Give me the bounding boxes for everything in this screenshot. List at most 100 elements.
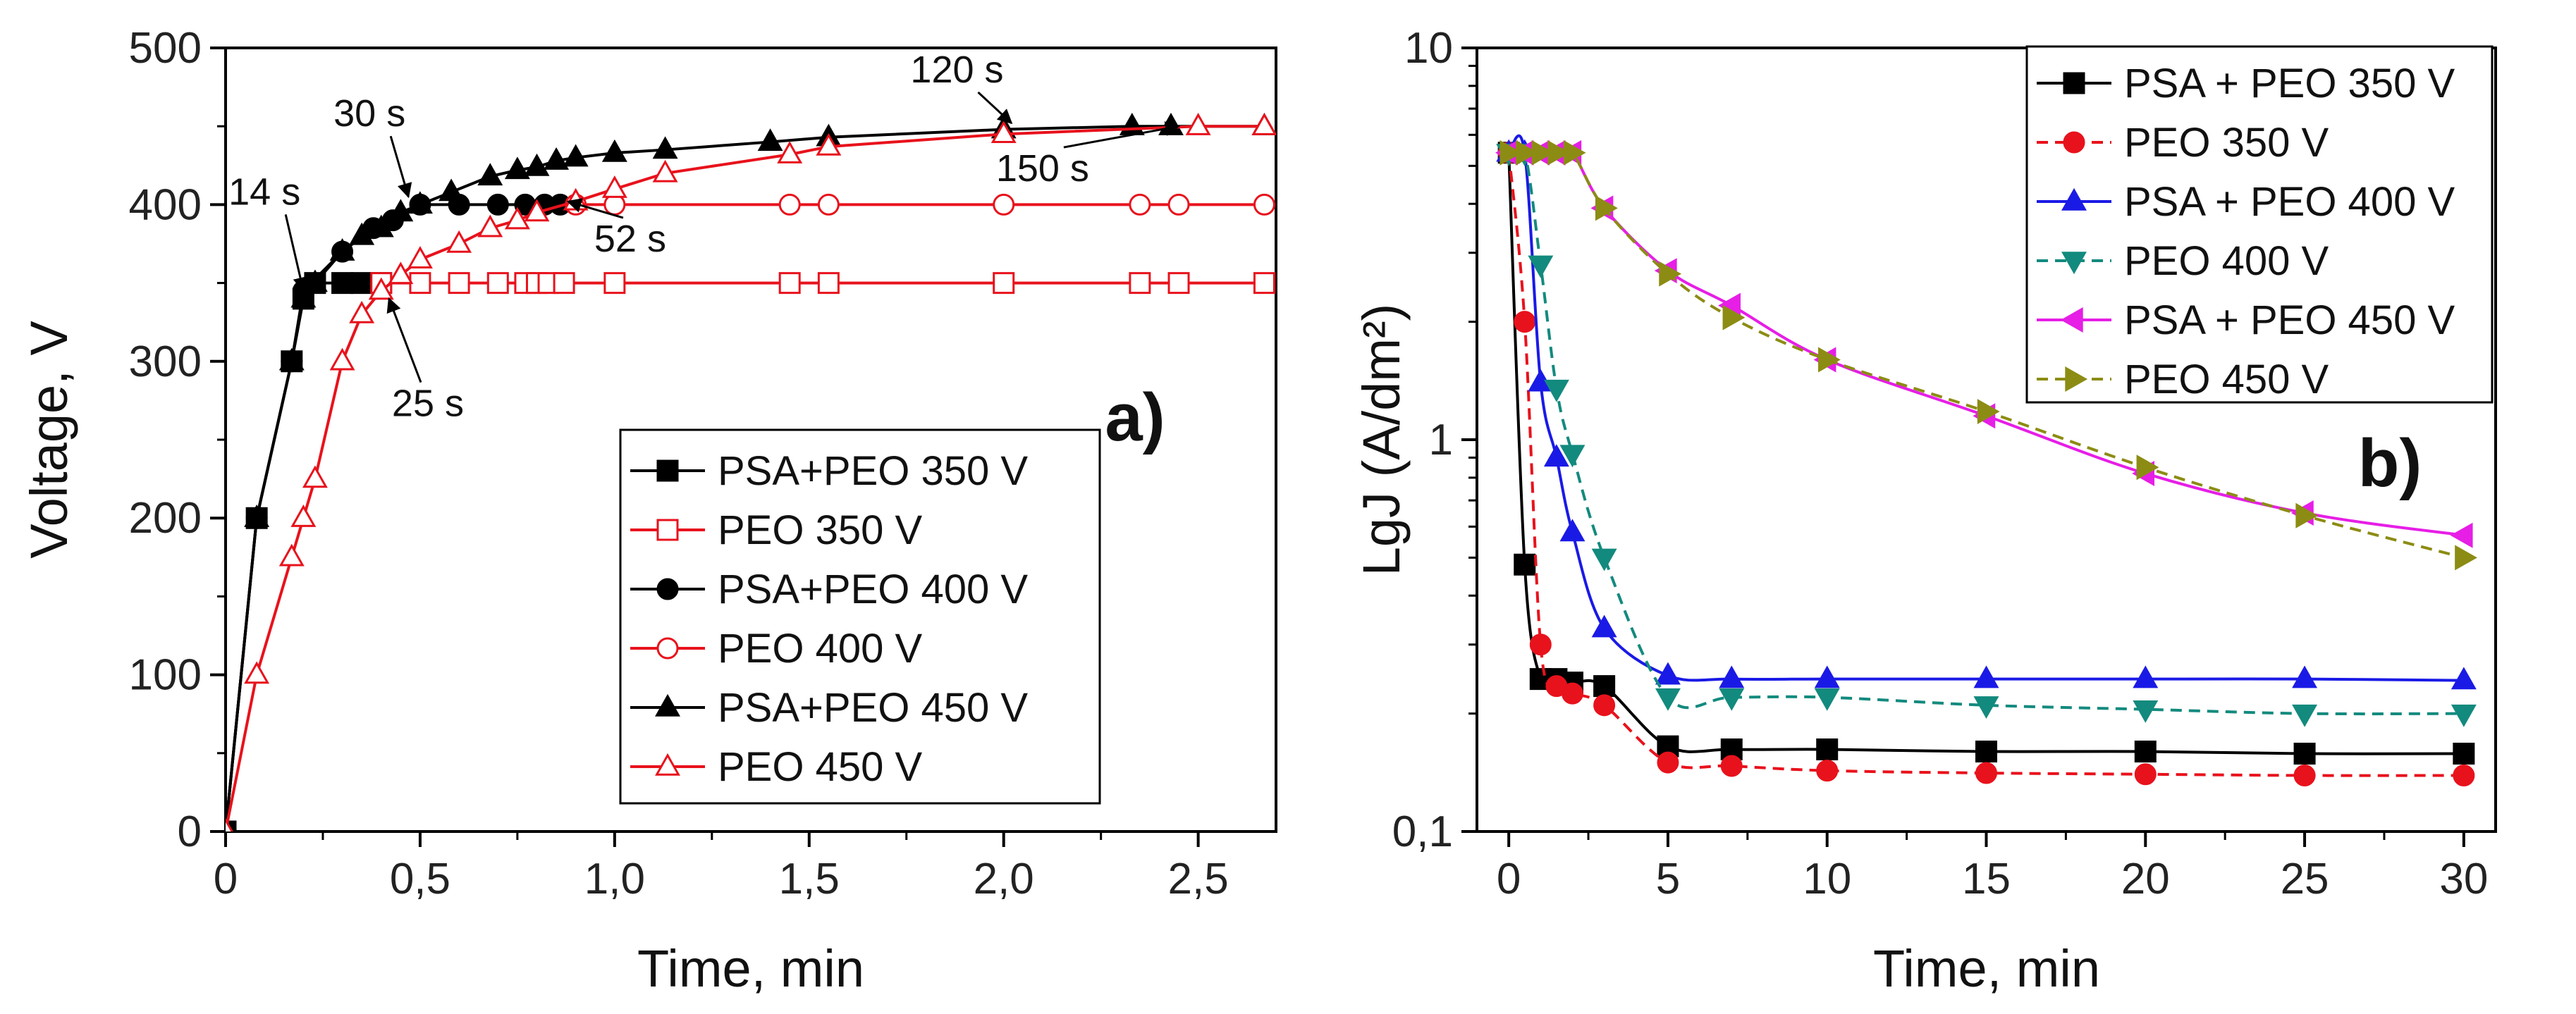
data-point bbox=[477, 214, 503, 237]
data-point bbox=[1975, 741, 1997, 763]
data-point bbox=[1563, 140, 1586, 166]
legend-label: PSA + PEO 350 V bbox=[2124, 61, 2455, 106]
data-point bbox=[2455, 545, 2477, 571]
data-point bbox=[1657, 735, 1679, 758]
data-point bbox=[446, 230, 472, 253]
series-peo-450-v bbox=[226, 113, 1276, 831]
x-tick-label: 2,5 bbox=[1168, 855, 1229, 903]
data-point bbox=[278, 347, 305, 371]
legend-label: PEO 400 V bbox=[718, 626, 922, 672]
data-point bbox=[993, 193, 1015, 216]
annotation-label: 120 s bbox=[910, 49, 1003, 91]
data-point bbox=[1514, 553, 1536, 576]
data-point bbox=[2136, 455, 2159, 481]
annotation-arrow bbox=[566, 198, 624, 219]
data-point bbox=[1655, 688, 1681, 711]
data-point bbox=[302, 465, 328, 488]
x-tick-label: 20 bbox=[2121, 855, 2170, 903]
annotation-arrow bbox=[389, 135, 412, 199]
legend-label: PEO 450 V bbox=[2124, 357, 2329, 402]
annotation-arrow bbox=[284, 214, 308, 292]
y-tick-label: 300 bbox=[129, 338, 202, 386]
legend: PSA + PEO 350 V PEO 350 V PSA + PEO 400 V P… bbox=[2025, 45, 2494, 404]
data-point bbox=[329, 347, 355, 371]
data-point bbox=[1251, 113, 1276, 135]
data-point bbox=[1253, 272, 1275, 295]
data-point bbox=[652, 136, 678, 159]
x-tick-label: 1,0 bbox=[584, 855, 645, 903]
data-point bbox=[1516, 140, 1538, 166]
annotation-arrow bbox=[1063, 121, 1181, 149]
data-point bbox=[407, 191, 433, 214]
y-tick-label: 100 bbox=[129, 651, 202, 700]
data-point bbox=[1559, 519, 1586, 542]
x-tick-label: 25 bbox=[2281, 855, 2329, 903]
data-point bbox=[1816, 760, 1839, 782]
data-point bbox=[777, 141, 803, 163]
legend-marker bbox=[2063, 72, 2085, 94]
y-tick-label: 0 bbox=[178, 808, 202, 856]
data-point bbox=[1720, 755, 1743, 777]
data-point bbox=[563, 144, 589, 167]
x-tick-label: 0 bbox=[1497, 855, 1521, 903]
series-line bbox=[226, 125, 1265, 831]
panel-label: b) bbox=[2358, 426, 2422, 501]
data-point bbox=[477, 163, 503, 186]
data-point bbox=[1129, 272, 1151, 295]
x-tick-label: 1,5 bbox=[779, 855, 840, 903]
data-point bbox=[407, 246, 433, 268]
data-point bbox=[778, 272, 801, 295]
data-point bbox=[524, 199, 550, 222]
data-point bbox=[368, 214, 394, 237]
x-axis-title: Time, min bbox=[1873, 939, 2100, 998]
data-point bbox=[601, 139, 627, 162]
data-point bbox=[1528, 255, 1554, 278]
data-point bbox=[1593, 694, 1616, 717]
data-point bbox=[349, 300, 375, 323]
data-point bbox=[1657, 751, 1679, 774]
data-point bbox=[1591, 548, 1617, 571]
data-point bbox=[1167, 272, 1190, 295]
data-point bbox=[302, 269, 328, 292]
x-tick-label: 10 bbox=[1803, 855, 1851, 903]
data-point bbox=[2451, 667, 2477, 690]
data-point bbox=[993, 272, 1015, 295]
legend-label: PEO 350 V bbox=[2124, 120, 2329, 166]
series-line bbox=[1508, 143, 2464, 716]
legend-label: PSA + PEO 400 V bbox=[2124, 179, 2455, 225]
y-tick-label: 10 bbox=[1404, 24, 1453, 73]
data-point bbox=[2133, 700, 2159, 723]
data-point bbox=[329, 237, 355, 261]
annotation-label: 52 s bbox=[594, 218, 666, 260]
legend-marker bbox=[2061, 252, 2087, 275]
data-point bbox=[603, 272, 626, 295]
data-point bbox=[1129, 193, 1151, 216]
data-point bbox=[278, 543, 305, 567]
data-point bbox=[290, 505, 317, 527]
x-tick-label: 0 bbox=[214, 855, 238, 903]
data-point bbox=[544, 147, 570, 170]
data-point bbox=[504, 156, 530, 180]
series-peo-350-v bbox=[370, 272, 1275, 295]
x-tick-label: 5 bbox=[1656, 855, 1680, 903]
data-point bbox=[816, 132, 842, 156]
y-axis-title: Voltage, V bbox=[20, 321, 78, 559]
annotation-arrow bbox=[386, 297, 422, 383]
data-point bbox=[1593, 675, 1616, 698]
data-point bbox=[388, 199, 414, 222]
series-peo-400-v bbox=[565, 193, 1275, 216]
annotation-label: 30 s bbox=[333, 92, 405, 135]
data-point bbox=[817, 272, 840, 295]
data-point bbox=[2453, 743, 2475, 765]
data-point bbox=[244, 661, 270, 684]
data-point bbox=[1591, 614, 1617, 638]
legend-marker bbox=[2061, 187, 2087, 211]
legend-marker bbox=[2063, 131, 2085, 154]
data-point bbox=[2293, 764, 2316, 786]
data-point bbox=[350, 272, 373, 295]
legend-label: PEO 450 V bbox=[718, 744, 922, 790]
legend-box bbox=[2025, 45, 2494, 404]
chart-panel-a: 0 0,5 1,0 1,5 2,0 2,5 0 100 200 300 400 500 Time, mi… bbox=[20, 24, 1277, 998]
x-tick-label: 2,0 bbox=[974, 855, 1034, 903]
